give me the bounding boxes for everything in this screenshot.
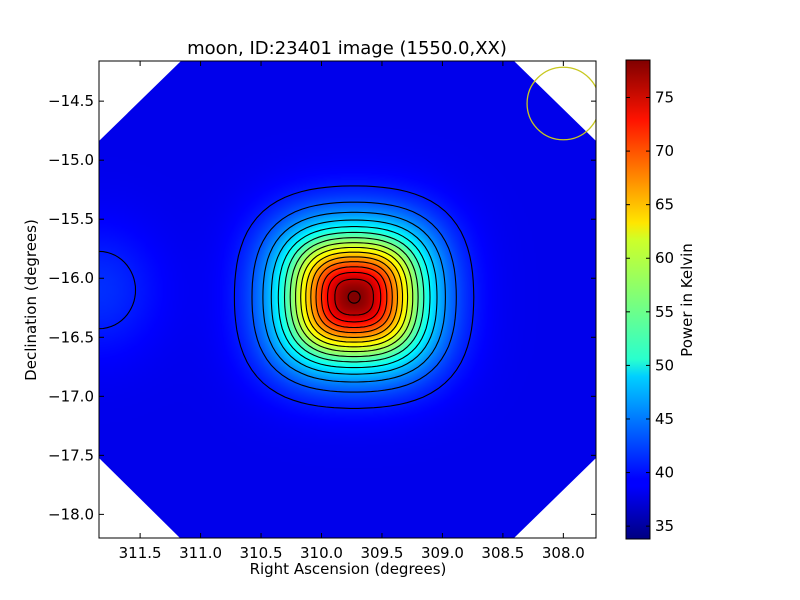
colorbar-tick-label: 60 xyxy=(655,249,674,267)
colorbar-tick-label: 50 xyxy=(655,356,674,374)
x-tick-label: 311.5 xyxy=(119,544,162,562)
contour-line-secondary xyxy=(99,250,137,330)
colorbar-tick-label: 45 xyxy=(655,410,674,428)
contour-line xyxy=(251,201,457,393)
contour-line xyxy=(262,211,446,383)
masked-corner xyxy=(99,458,180,538)
contour-line xyxy=(295,242,414,353)
masked-corner xyxy=(514,458,596,538)
x-tick-label: 308.0 xyxy=(542,544,585,562)
colorbar-tick-label: 40 xyxy=(655,464,674,482)
y-tick-label: −14.5 xyxy=(48,92,94,110)
contour-line xyxy=(300,246,409,348)
x-tick-label: 309.5 xyxy=(360,544,403,562)
source-peak-marker xyxy=(347,290,361,304)
beam-circle xyxy=(526,66,596,141)
x-tick-label: 310.5 xyxy=(240,544,283,562)
x-tick-label: 311.0 xyxy=(179,544,222,562)
y-tick-label: −16.0 xyxy=(48,269,94,287)
x-axis-label: Right Ascension (degrees) xyxy=(250,560,447,578)
x-tick-label: 310.0 xyxy=(300,544,343,562)
masked-corner xyxy=(99,61,181,141)
y-tick-label: −17.5 xyxy=(48,446,94,464)
colorbar-tick-label: 65 xyxy=(655,196,674,214)
chart-title: moon, ID:23401 image (1550.0,XX) xyxy=(187,38,507,59)
colorbar-tick-label: 75 xyxy=(655,89,674,107)
y-tick-label: −17.0 xyxy=(48,387,94,405)
contour-line xyxy=(305,251,404,343)
colorbar-tick-label: 55 xyxy=(655,303,674,321)
colorbar-ticks: 35 40 45 50 55 60 65 70 75 xyxy=(626,89,674,535)
y-tick-label: −16.5 xyxy=(48,328,94,346)
contour-line xyxy=(310,256,399,338)
contour-lines xyxy=(99,185,475,409)
y-tick-label: −18.0 xyxy=(48,505,94,523)
masked-corners xyxy=(99,61,596,538)
colorbar-gradient xyxy=(625,59,651,540)
contour-line xyxy=(270,219,438,375)
contour-line xyxy=(233,185,475,409)
plot-area xyxy=(99,61,596,538)
colorbar-tick-label: 70 xyxy=(655,142,674,160)
contour-line xyxy=(289,237,419,358)
contour-line xyxy=(334,278,374,316)
colorbar-tick-label: 35 xyxy=(655,517,674,535)
colorbar: 35 40 45 50 55 60 65 70 75 Power in Kelvin xyxy=(625,59,696,540)
y-axis: −14.5 −15.0 −15.5 −16.0 −16.5 −17.0 −17.5 −18.0 xyxy=(48,92,596,523)
contour-line xyxy=(327,271,382,323)
contour-line xyxy=(315,261,393,334)
heatmap-image xyxy=(99,61,596,538)
x-tick-label: 309.0 xyxy=(421,544,464,562)
colorbar-label: Power in Kelvin xyxy=(678,243,696,357)
y-axis-label: Declination (degrees) xyxy=(22,219,40,381)
plot-frame xyxy=(98,60,597,539)
x-axis: 311.5 311.0 310.5 310.0 309.5 309.0 308.5 308.0 xyxy=(119,61,585,562)
y-tick-label: −15.5 xyxy=(48,210,94,228)
contour-line xyxy=(277,226,431,369)
contour-line xyxy=(283,231,425,363)
y-tick-label: −15.0 xyxy=(48,151,94,169)
x-tick-label: 308.5 xyxy=(481,544,524,562)
contour-line xyxy=(320,266,388,329)
